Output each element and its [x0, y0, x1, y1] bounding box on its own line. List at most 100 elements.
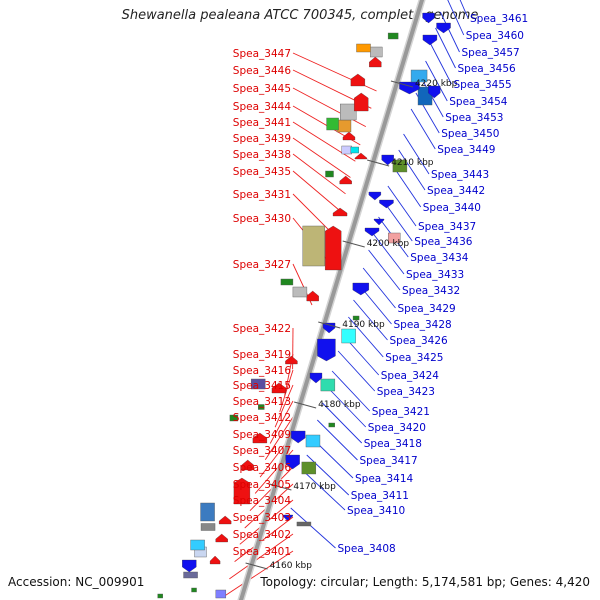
gene-label-right: Spea_3433 [406, 269, 464, 281]
gene-36 [280, 278, 294, 286]
gene-label-right: Spea_3460 [466, 30, 524, 42]
kbp-tick-label: 4190 kbp [342, 320, 385, 330]
gene-label-right: Spea_3429 [398, 303, 456, 315]
connector-right-25 [322, 402, 363, 444]
kbp-tick-label: 4160 kbp [270, 561, 313, 571]
connector-left-24 [223, 550, 294, 597]
gene-label-right: Spea_3423 [377, 386, 435, 398]
gene-51 [350, 146, 359, 154]
gene-10 [218, 515, 232, 525]
gene-label-left: Spea_3441 [233, 117, 291, 129]
connector-right-12 [387, 185, 417, 227]
gene-65 [422, 34, 438, 46]
gene-label-left: Spea_3438 [233, 149, 291, 161]
gene-23 [258, 404, 265, 410]
connector-left-22 [234, 516, 294, 562]
gene-label-left: Spea_3413 [233, 396, 291, 408]
gene-16 [285, 454, 300, 470]
connector-left-7 [292, 170, 341, 212]
gene-62 [369, 56, 382, 68]
connector-right-5 [425, 60, 448, 102]
gene-label-left: Spea_3407 [233, 445, 291, 457]
kbp-tick-label: 4220 kbp [415, 79, 458, 89]
connector-right-24 [326, 386, 367, 428]
gene-26 [271, 382, 287, 394]
gene-label-right: Spea_3453 [445, 112, 503, 124]
gene-39 [364, 227, 380, 237]
gene-68 [422, 12, 435, 24]
gene-9 [200, 523, 216, 531]
gene-label-left: Spea_3401 [233, 546, 291, 558]
gene-label-left: Spea_3415 [233, 380, 291, 392]
gene-label-left: Spea_3409 [233, 429, 291, 441]
kbp-tick-2 [294, 401, 317, 409]
kbp-tick-6 [390, 80, 414, 88]
gene-42 [332, 207, 348, 217]
connector-right-8 [410, 108, 436, 150]
connector-right-22 [337, 350, 376, 392]
connector-right-17 [362, 267, 396, 309]
gene-15 [241, 459, 254, 471]
gene-label-right: Spea_3408 [338, 543, 396, 555]
connector-right-9 [403, 133, 430, 175]
gene-label-right: Spea_3443 [431, 169, 489, 181]
gene-label-left: Spea_3446 [233, 65, 292, 77]
gene-61 [410, 69, 428, 83]
connector-left-14 [274, 384, 294, 428]
gene-label-left: Spea_3403 [233, 512, 291, 524]
gene-label-right: Spea_3410 [347, 505, 405, 517]
connector-right-10 [398, 149, 426, 191]
gene-label-right: Spea_3411 [351, 490, 409, 502]
gene-52 [342, 131, 356, 141]
connector-right-30 [290, 507, 336, 549]
gene-label-right: Spea_3457 [462, 47, 520, 59]
gene-59 [428, 85, 441, 99]
gene-27 [250, 378, 266, 390]
gene-label-right: Spea_3424 [381, 370, 440, 382]
gene-56 [354, 92, 369, 112]
gene-37 [325, 225, 342, 271]
gene-54 [326, 117, 339, 131]
gene-33 [306, 290, 319, 302]
gene-label-right: Spea_3437 [418, 221, 476, 233]
gene-label-right: Spea_3456 [458, 63, 517, 75]
gene-63 [370, 46, 383, 58]
gene-0 [191, 587, 197, 593]
gene-features [157, 12, 451, 599]
kbp-tick-label: 4170 kbp [293, 482, 336, 492]
gene-label-left: Spea_3439 [233, 133, 291, 145]
gene-label-left: Spea_3406 [233, 462, 292, 474]
gene-label-right: Spea_3434 [410, 252, 469, 264]
gene-label-left: Spea_3431 [233, 189, 291, 201]
gene-label-right: Spea_3454 [449, 96, 508, 108]
gene-67 [387, 32, 399, 40]
connector-left-6 [292, 153, 346, 195]
connector-right-2 [439, 11, 460, 53]
gene-label-left: Spea_3402 [233, 529, 291, 541]
gene-14 [296, 521, 312, 527]
kbp-tick-1 [269, 483, 292, 491]
gene-30 [341, 328, 356, 344]
gene-48 [381, 154, 394, 166]
gene-20 [305, 434, 321, 448]
gene-label-left: Spea_3405 [233, 479, 291, 491]
gene-label-right: Spea_3425 [385, 352, 443, 364]
gene-label-right: Spea_3450 [441, 128, 499, 140]
gene-label-right: Spea_3420 [368, 422, 426, 434]
gene-66 [436, 22, 451, 34]
gene-41 [373, 218, 385, 226]
gene-43 [379, 199, 394, 209]
connector-left-23 [229, 533, 294, 580]
kbp-tick-3 [318, 321, 341, 329]
connector-right-1 [447, 0, 465, 36]
gene-label-right: Spea_3455 [454, 79, 512, 91]
gene-label-right: Spea_3414 [355, 473, 414, 485]
gene-60 [350, 73, 366, 87]
gene-label-left: Spea_3447 [233, 48, 291, 60]
gene-labels: Spea_3447 Spea_3446 Spea_3445 Spea_3444 Spea… [233, 13, 528, 558]
gene-label-left: Spea_3430 [233, 213, 291, 225]
gene-label-left: Spea_3419 [233, 349, 291, 361]
gene-35 [352, 282, 369, 296]
connector-left-16 [264, 416, 294, 461]
kbp-ticks: 4160 kbp 4170 kbp 4180 kbp 4190 kbp 4200 kbp… [245, 79, 458, 571]
